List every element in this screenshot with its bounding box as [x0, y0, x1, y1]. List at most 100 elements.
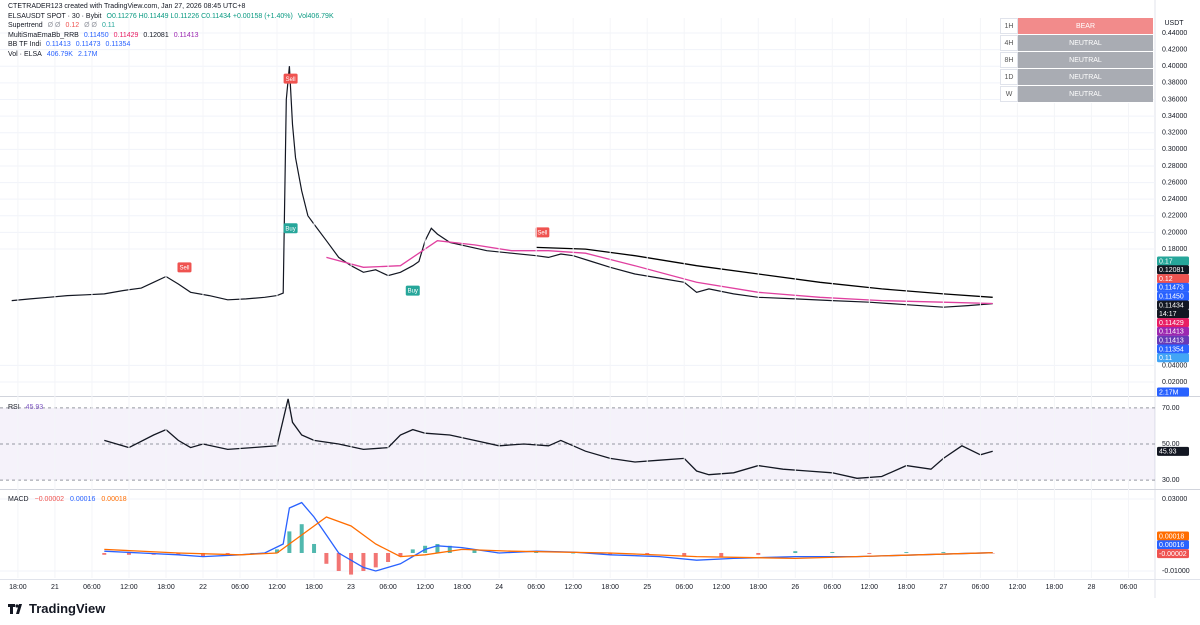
trend-state: NEUTRAL [1018, 35, 1153, 51]
legend-line: Supertrend Ø Ø 0.12 Ø Ø 0.11 [8, 21, 339, 31]
signal-label: Sell [179, 265, 189, 271]
trend-state: NEUTRAL [1018, 52, 1153, 68]
x-tick-label: 18:00 [157, 584, 175, 591]
macd-histogram-bar [793, 551, 798, 553]
signal-marker [535, 227, 550, 238]
x-tick-label: 06:00 [675, 584, 693, 591]
y-tick-label: 0.22000 [1162, 213, 1187, 220]
y-tick-label: 0.34000 [1162, 113, 1187, 120]
x-tick-label: 27 [939, 584, 947, 591]
timeframe: 8H [1000, 52, 1018, 68]
price-tag: 0.11450 [1159, 294, 1184, 301]
price-tag: 0.12 [1159, 276, 1173, 283]
macd-histogram-bar [200, 552, 205, 557]
x-tick-label: 12:00 [120, 584, 138, 591]
y-tick-label: 0.28000 [1162, 163, 1187, 170]
legend-text: O0.11276 H0.11449 L0.11226 C0.11434 +0.0… [106, 12, 293, 20]
legend-text: 0.11354 [105, 41, 131, 48]
macd-histogram-bar [571, 552, 576, 554]
legend-text: BB TF Indi [8, 41, 41, 48]
legend-line: MultiSmaEmaBb_RRB 0.11450 0.11429 0.12081 0.… [8, 31, 339, 41]
macd-histogram-bar [299, 524, 304, 553]
macd-histogram-bar [435, 543, 440, 553]
x-tick-label: 18:00 [9, 584, 27, 591]
macd-histogram-bar [386, 552, 391, 562]
y-tick-label: 0.24000 [1162, 196, 1187, 203]
legend-text: 0.11413 [45, 41, 71, 48]
price-tag-bg [1157, 446, 1189, 456]
legend-text: 0.11473 [75, 41, 101, 48]
price-tag-bg [1157, 309, 1189, 319]
legend-text: Vol406.79K [297, 12, 334, 20]
y-tick-label: 0.02000 [1162, 379, 1187, 386]
price-tag-bg [1157, 353, 1189, 363]
y-tick-label: 70.00 [1162, 405, 1180, 412]
x-tick-label: 06:00 [527, 584, 545, 591]
macd-histogram-bar [719, 552, 724, 557]
legend-text: 0.11413 [173, 31, 199, 39]
table-row: 4H NEUTRAL [1000, 35, 1153, 52]
legend-text: Vol · ELSA [8, 50, 42, 58]
x-tick-label: 06:00 [1120, 584, 1138, 591]
price-tag-bg [1157, 274, 1189, 284]
series-line [104, 501, 993, 572]
x-tick-label: 12:00 [416, 584, 434, 591]
legend-text: 406.79K [46, 50, 73, 58]
series-line [326, 240, 993, 305]
price-tag-bg [1157, 291, 1189, 301]
x-tick-label: 28 [1088, 584, 1096, 591]
y-tick-label: 0.03000 [1162, 496, 1187, 503]
pane-legend: 0.00016 [70, 496, 95, 503]
timeframe: W [1000, 86, 1018, 102]
price-tag-bg [1157, 256, 1189, 266]
price-tag: 0.11354 [1159, 346, 1184, 353]
price-tag: 0.00016 [1159, 542, 1184, 549]
x-tick-label: 06:00 [231, 584, 249, 591]
y-tick-label: 50.00 [1162, 441, 1180, 448]
price-tag: 0.11413 [1159, 338, 1184, 345]
x-tick-label: 22 [199, 584, 207, 591]
signal-label: Sell [537, 231, 547, 237]
y-tick-label: 0.04000 [1162, 362, 1187, 369]
macd-histogram-bar [941, 552, 946, 553]
macd-histogram-bar [336, 552, 341, 571]
legend-text: 0.11 [101, 22, 116, 29]
x-tick-label: 18:00 [601, 584, 619, 591]
price-tag: 0.12081 [1159, 267, 1184, 274]
legend-text: 0.11429 [113, 31, 139, 39]
price-tag: 0.11429 [1159, 320, 1184, 327]
x-tick-label: 18:00 [750, 584, 768, 591]
x-tick-label: 06:00 [824, 584, 842, 591]
macd-histogram-bar [373, 552, 378, 568]
macd-histogram-bar [682, 552, 687, 557]
macd-histogram-bar [904, 552, 909, 553]
x-tick-label: 06:00 [83, 584, 101, 591]
legend-line: BB TF Indi 0.11413 0.11473 0.11354 [8, 40, 339, 50]
x-tick-label: 18:00 [305, 584, 323, 591]
credit: CTETRADER123 created with TradingView.co… [8, 3, 246, 10]
price-tag: 2.17M [1159, 389, 1179, 396]
x-tick-label: 12:00 [1009, 584, 1027, 591]
trend-state: BEAR [1018, 18, 1153, 34]
x-tick-label: 06:00 [972, 584, 990, 591]
legend: CTETRADER123 created with TradingView.co… [8, 2, 339, 59]
timeframe: 1D [1000, 69, 1018, 85]
price-tag: 0.17 [1159, 258, 1173, 265]
table-row: 1D NEUTRAL [1000, 69, 1153, 86]
pane-legend: −0.00002 [35, 496, 64, 503]
signal-label: Buy [408, 289, 418, 295]
x-tick-label: 12:00 [712, 584, 730, 591]
x-tick-label: 18:00 [1046, 584, 1064, 591]
x-tick-label: 12:00 [268, 584, 286, 591]
price-tag: 0.11434 [1159, 302, 1184, 309]
series-line [536, 246, 993, 298]
pane-legend: RSI [8, 404, 20, 411]
macd-histogram-bar [250, 552, 255, 554]
macd-histogram-bar [324, 552, 329, 564]
macd-histogram-bar [990, 552, 995, 554]
macd-histogram-bar [867, 552, 872, 554]
signal-label: Buy [285, 226, 295, 232]
price-tag: 45.93 [1159, 449, 1177, 456]
